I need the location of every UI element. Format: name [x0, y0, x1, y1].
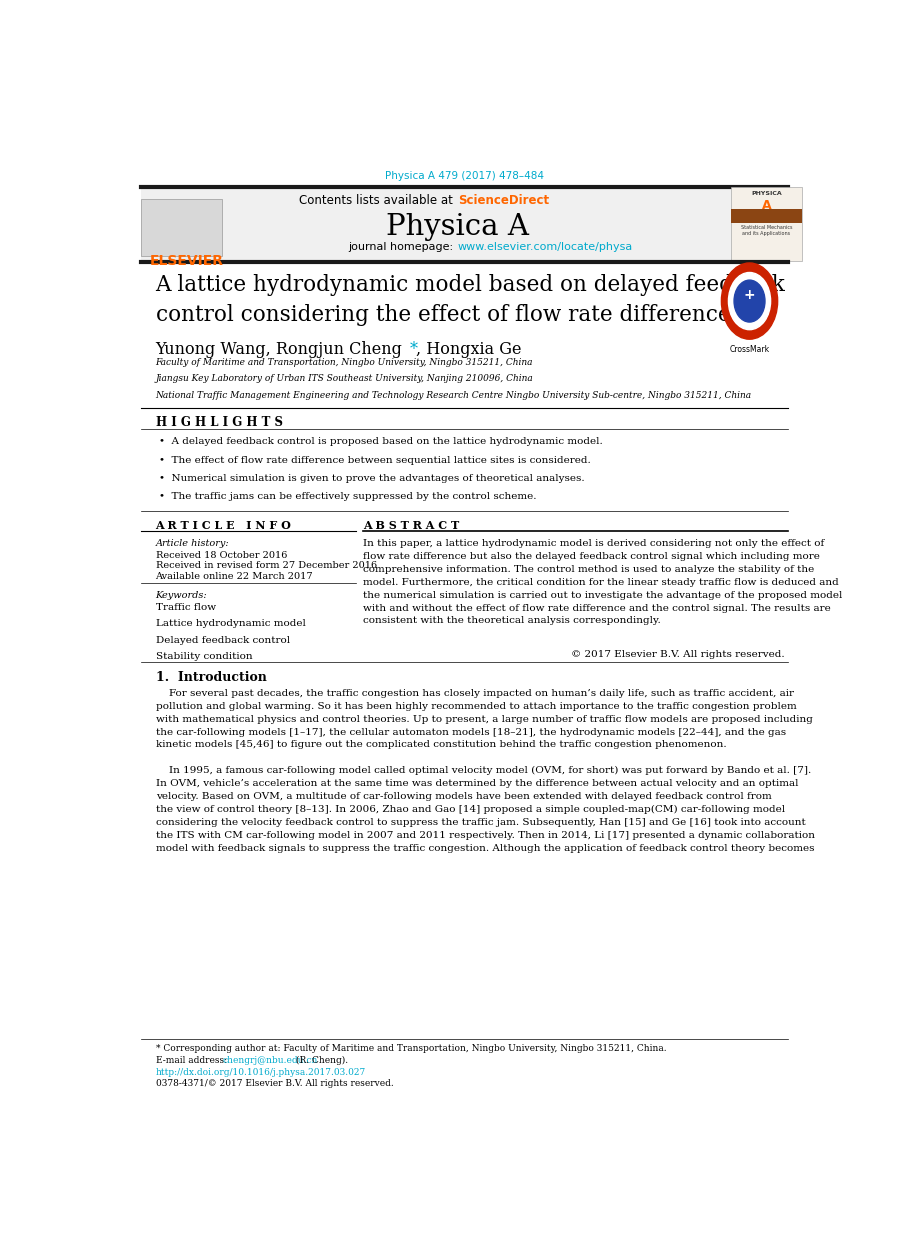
Circle shape: [728, 272, 771, 329]
Text: PHYSICA: PHYSICA: [751, 192, 782, 197]
Text: * Corresponding author at: Faculty of Maritime and Transportation, Ningbo Univer: * Corresponding author at: Faculty of Ma…: [156, 1044, 666, 1052]
FancyBboxPatch shape: [730, 209, 803, 223]
Text: Available online 22 March 2017: Available online 22 March 2017: [156, 572, 313, 581]
Text: In 1995, a famous car-following model called optimal velocity model (OVM, for sh: In 1995, a famous car-following model ca…: [156, 766, 814, 853]
Text: In this paper, a lattice hydrodynamic model is derived considering not only the : In this paper, a lattice hydrodynamic mo…: [363, 540, 843, 625]
Text: •  The traffic jams can be effectively suppressed by the control scheme.: • The traffic jams can be effectively su…: [159, 491, 537, 500]
Text: •  Numerical simulation is given to prove the advantages of theoretical analyses: • Numerical simulation is given to prove…: [159, 474, 585, 483]
Text: Received 18 October 2016: Received 18 October 2016: [156, 551, 287, 560]
Text: www.elsevier.com/locate/physa: www.elsevier.com/locate/physa: [458, 241, 633, 253]
Text: Stability condition: Stability condition: [156, 652, 252, 661]
Text: Received in revised form 27 December 2016: Received in revised form 27 December 201…: [156, 561, 376, 571]
FancyBboxPatch shape: [141, 199, 222, 256]
FancyBboxPatch shape: [730, 187, 803, 261]
Text: Yunong Wang, Rongjun Cheng: Yunong Wang, Rongjun Cheng: [156, 342, 403, 358]
Text: H I G H L I G H T S: H I G H L I G H T S: [156, 416, 283, 430]
Text: © 2017 Elsevier B.V. All rights reserved.: © 2017 Elsevier B.V. All rights reserved…: [571, 650, 785, 659]
Text: ELSEVIER: ELSEVIER: [150, 254, 224, 269]
Text: Faculty of Maritime and Transportation, Ningbo University, Ningbo 315211, China: Faculty of Maritime and Transportation, …: [156, 358, 533, 368]
Text: E-mail address:: E-mail address:: [156, 1056, 229, 1065]
Text: CrossMark: CrossMark: [729, 345, 769, 354]
Text: •  The effect of flow rate difference between sequential lattice sites is consid: • The effect of flow rate difference bet…: [159, 456, 590, 464]
Text: Physica A: Physica A: [386, 213, 530, 241]
Circle shape: [721, 262, 777, 339]
Text: Traffic flow: Traffic flow: [156, 603, 216, 613]
Text: http://dx.doi.org/10.1016/j.physa.2017.03.027: http://dx.doi.org/10.1016/j.physa.2017.0…: [156, 1067, 366, 1077]
Text: Lattice hydrodynamic model: Lattice hydrodynamic model: [156, 619, 306, 629]
FancyBboxPatch shape: [141, 187, 732, 261]
Text: Keywords:: Keywords:: [156, 591, 207, 600]
Text: , Hongxia Ge: , Hongxia Ge: [415, 342, 522, 358]
Circle shape: [734, 280, 765, 322]
Text: •  A delayed feedback control is proposed based on the lattice hydrodynamic mode: • A delayed feedback control is proposed…: [159, 437, 603, 447]
Text: 1.  Introduction: 1. Introduction: [156, 671, 267, 683]
Text: A: A: [762, 199, 771, 212]
Text: For several past decades, the traffic congestion has closely impacted on human’s: For several past decades, the traffic co…: [156, 690, 813, 749]
Text: Physica A 479 (2017) 478–484: Physica A 479 (2017) 478–484: [385, 171, 544, 182]
Text: A lattice hydrodynamic model based on delayed feedback
control considering the e: A lattice hydrodynamic model based on de…: [156, 275, 785, 326]
Text: journal homepage:: journal homepage:: [347, 241, 456, 253]
Text: (R. Cheng).: (R. Cheng).: [293, 1056, 347, 1065]
Text: Delayed feedback control: Delayed feedback control: [156, 635, 289, 645]
Text: Jiangsu Key Laboratory of Urban ITS Southeast University, Nanjing 210096, China: Jiangsu Key Laboratory of Urban ITS Sout…: [156, 374, 533, 384]
Text: Statistical Mechanics
and its Applications: Statistical Mechanics and its Applicatio…: [741, 225, 792, 236]
Text: Article history:: Article history:: [156, 540, 229, 548]
Text: chengrj@nbu.edu.cn: chengrj@nbu.edu.cn: [222, 1056, 317, 1065]
Text: ScienceDirect: ScienceDirect: [458, 194, 549, 207]
Text: A R T I C L E   I N F O: A R T I C L E I N F O: [156, 520, 291, 531]
Text: National Traffic Management Engineering and Technology Research Centre Ningbo Un: National Traffic Management Engineering …: [156, 391, 752, 400]
Text: A B S T R A C T: A B S T R A C T: [363, 520, 459, 531]
Text: 0378-4371/© 2017 Elsevier B.V. All rights reserved.: 0378-4371/© 2017 Elsevier B.V. All right…: [156, 1080, 394, 1088]
Text: *: *: [410, 342, 418, 358]
Text: +: +: [744, 288, 756, 302]
Text: Contents lists available at: Contents lists available at: [298, 194, 456, 207]
